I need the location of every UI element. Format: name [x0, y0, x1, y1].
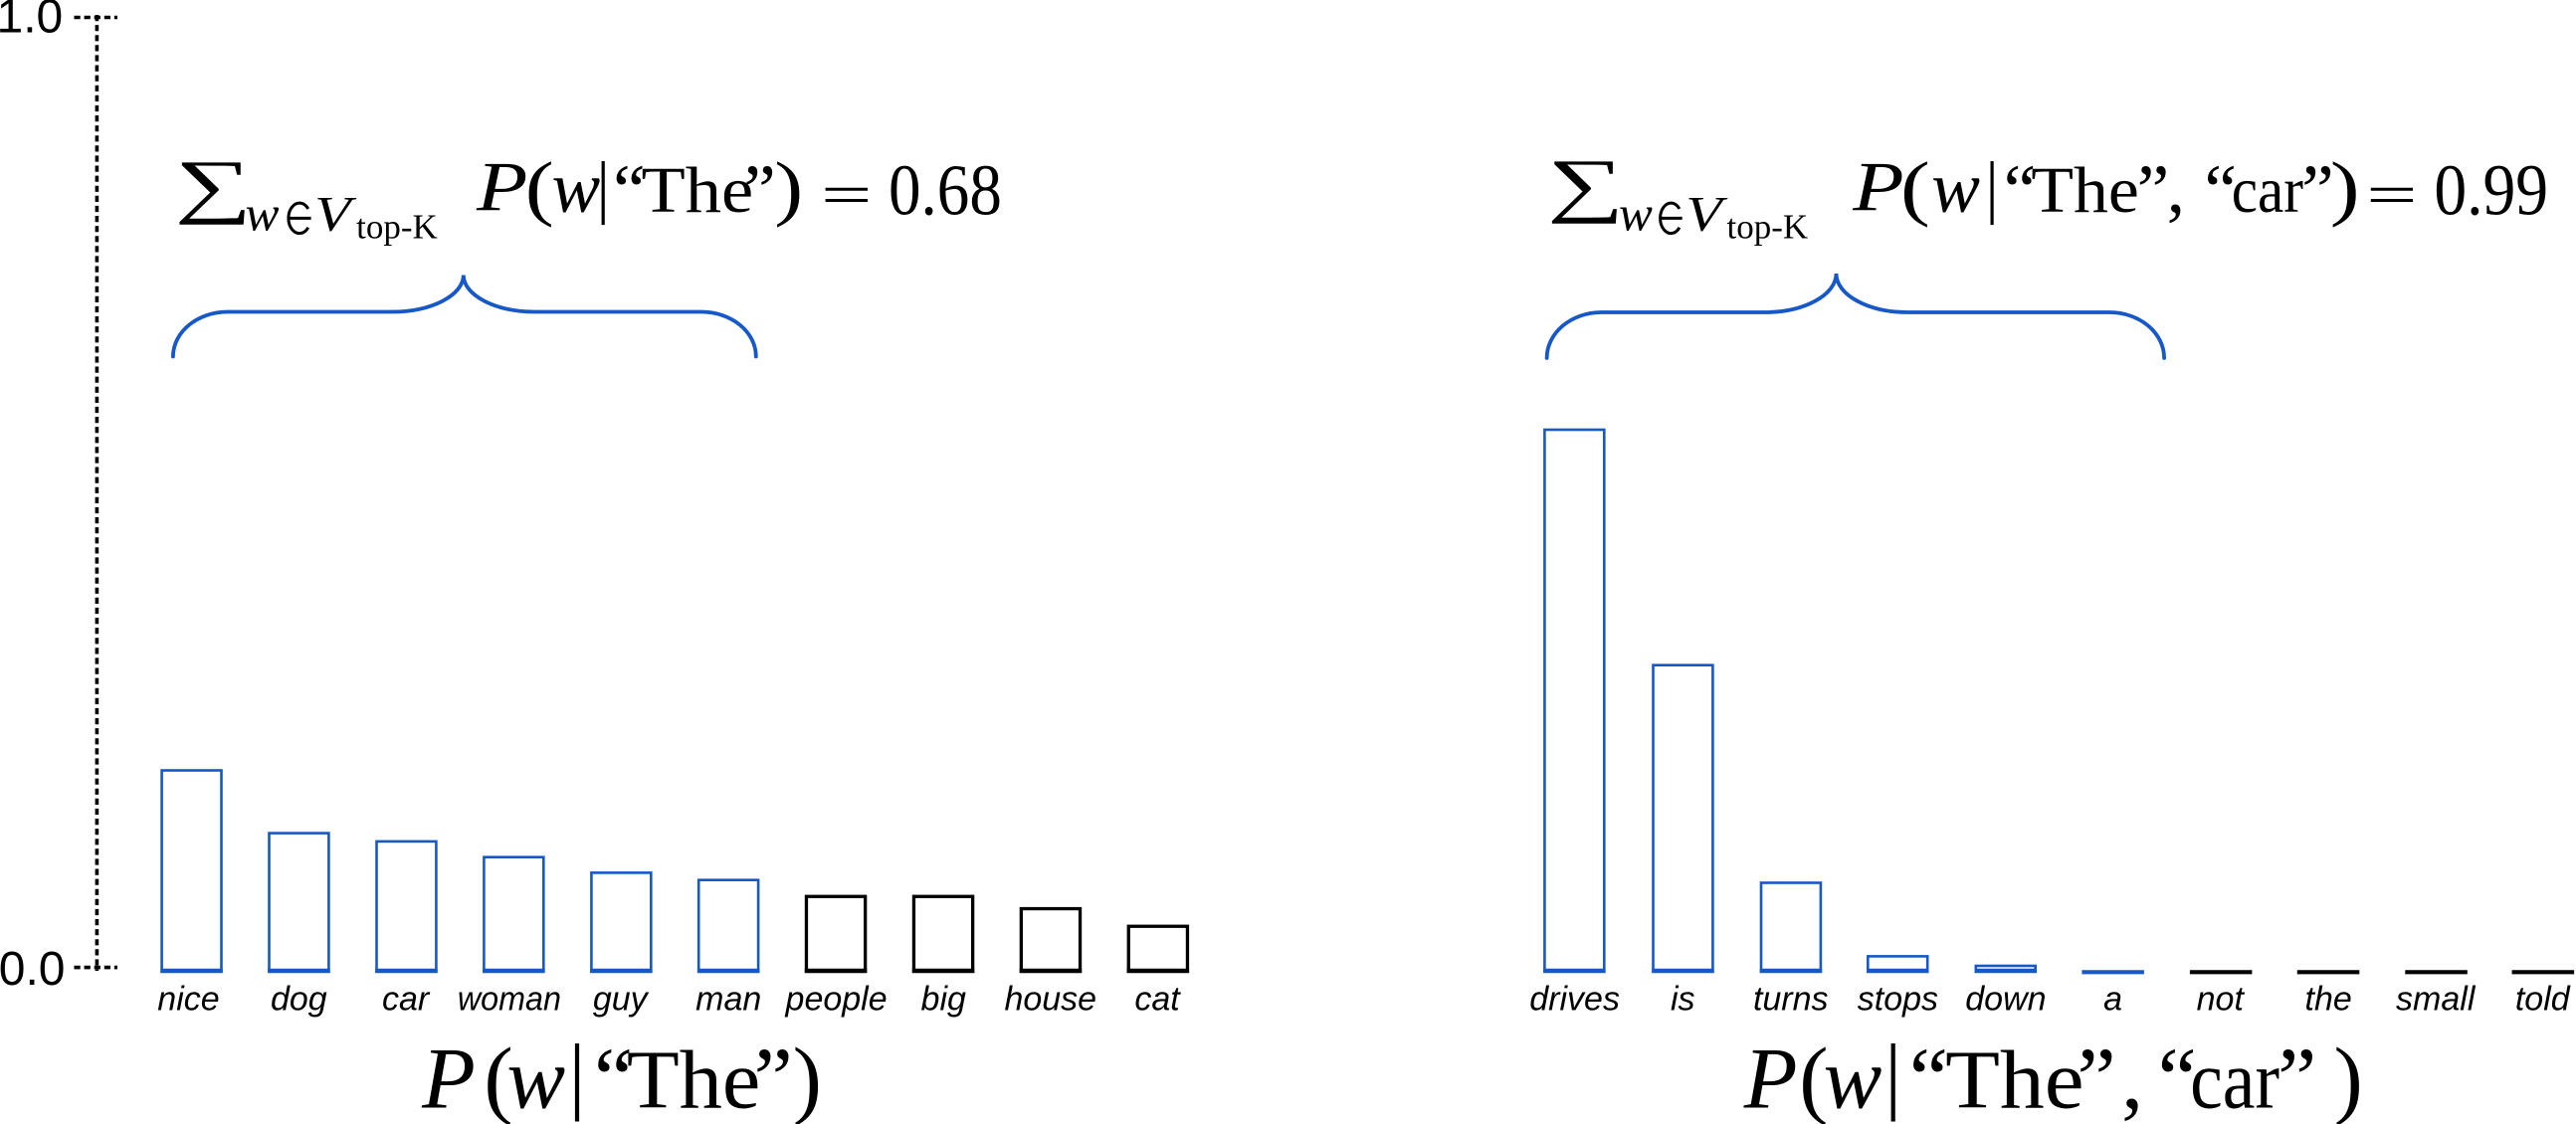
svg-text:0.0: 0.0 — [0, 943, 65, 996]
svg-text:P: P — [1852, 148, 1903, 226]
svg-text:0.99: 0.99 — [2434, 150, 2548, 231]
svg-text:”: ” — [2278, 1031, 2316, 1124]
svg-text:w: w — [552, 147, 601, 228]
svg-text:”: ” — [743, 150, 775, 231]
svg-text:big: big — [921, 981, 966, 1019]
svg-text:): ) — [774, 147, 803, 228]
svg-text:top-K: top-K — [356, 207, 438, 246]
svg-text:“: “ — [2158, 1031, 2197, 1124]
svg-text:“: “ — [1909, 1031, 1948, 1124]
svg-text:V: V — [1685, 186, 1727, 241]
svg-text:drives: drives — [1529, 981, 1620, 1019]
svg-text:is: is — [1671, 981, 1695, 1019]
svg-text:The: The — [642, 153, 754, 226]
svg-text:The: The — [627, 1034, 761, 1124]
svg-text:P: P — [476, 148, 527, 226]
svg-text:a: a — [2103, 981, 2122, 1019]
svg-text:woman: woman — [458, 981, 561, 1019]
svg-text:V: V — [314, 186, 356, 241]
svg-text:“: “ — [613, 150, 645, 231]
svg-text:top-K: top-K — [1727, 207, 1809, 246]
svg-text:∑: ∑ — [175, 146, 253, 225]
svg-text:“: “ — [2004, 150, 2036, 231]
svg-text:man: man — [695, 981, 761, 1019]
svg-text:): ) — [2330, 147, 2360, 228]
svg-text:): ) — [2334, 1031, 2363, 1124]
svg-text:stops: stops — [1858, 981, 1938, 1019]
svg-text:house: house — [1004, 981, 1096, 1019]
svg-text:guy: guy — [593, 981, 650, 1019]
svg-text:P: P — [1743, 1031, 1798, 1124]
svg-text:P: P — [421, 1031, 476, 1124]
svg-text:1.0: 1.0 — [0, 0, 63, 44]
svg-text:The: The — [1945, 1033, 2084, 1124]
svg-text:car: car — [2190, 1034, 2279, 1124]
svg-text:“: “ — [594, 1031, 633, 1124]
svg-text:w: w — [506, 1031, 565, 1124]
svg-text:(: ( — [484, 1031, 512, 1124]
svg-text:0.68: 0.68 — [889, 149, 1002, 230]
svg-text:turns: turns — [1753, 981, 1829, 1019]
svg-text:∑: ∑ — [1547, 144, 1624, 224]
svg-text:(: ( — [1799, 1031, 1828, 1124]
svg-text:not: not — [2197, 981, 2246, 1019]
svg-text:small: small — [2396, 981, 2477, 1019]
svg-text:w: w — [1619, 186, 1653, 242]
svg-text:(: ( — [1900, 147, 1930, 228]
svg-text:): ) — [793, 1031, 822, 1124]
svg-text:(: ( — [525, 147, 554, 228]
svg-text:w: w — [1824, 1031, 1882, 1124]
svg-text:nice: nice — [157, 981, 219, 1019]
svg-text:w: w — [246, 186, 280, 241]
svg-text:cat: cat — [1134, 981, 1181, 1019]
svg-text:”: ” — [2137, 150, 2169, 231]
svg-text:,: , — [2121, 1031, 2143, 1124]
svg-text:w: w — [1931, 147, 1980, 228]
svg-text:”: ” — [754, 1031, 793, 1124]
svg-text:told: told — [2515, 981, 2571, 1019]
svg-text:the: the — [2305, 981, 2352, 1019]
svg-text:“: “ — [2205, 150, 2237, 231]
svg-text:car: car — [382, 981, 431, 1019]
svg-text:,: , — [2167, 147, 2185, 228]
svg-text:”: ” — [2078, 1031, 2116, 1124]
svg-text:down: down — [1965, 981, 2046, 1019]
svg-text:”: ” — [2301, 150, 2333, 231]
svg-text:car: car — [2232, 153, 2303, 227]
svg-text:The: The — [2031, 153, 2138, 227]
svg-text:people: people — [785, 981, 888, 1019]
svg-text:dog: dog — [271, 981, 327, 1019]
